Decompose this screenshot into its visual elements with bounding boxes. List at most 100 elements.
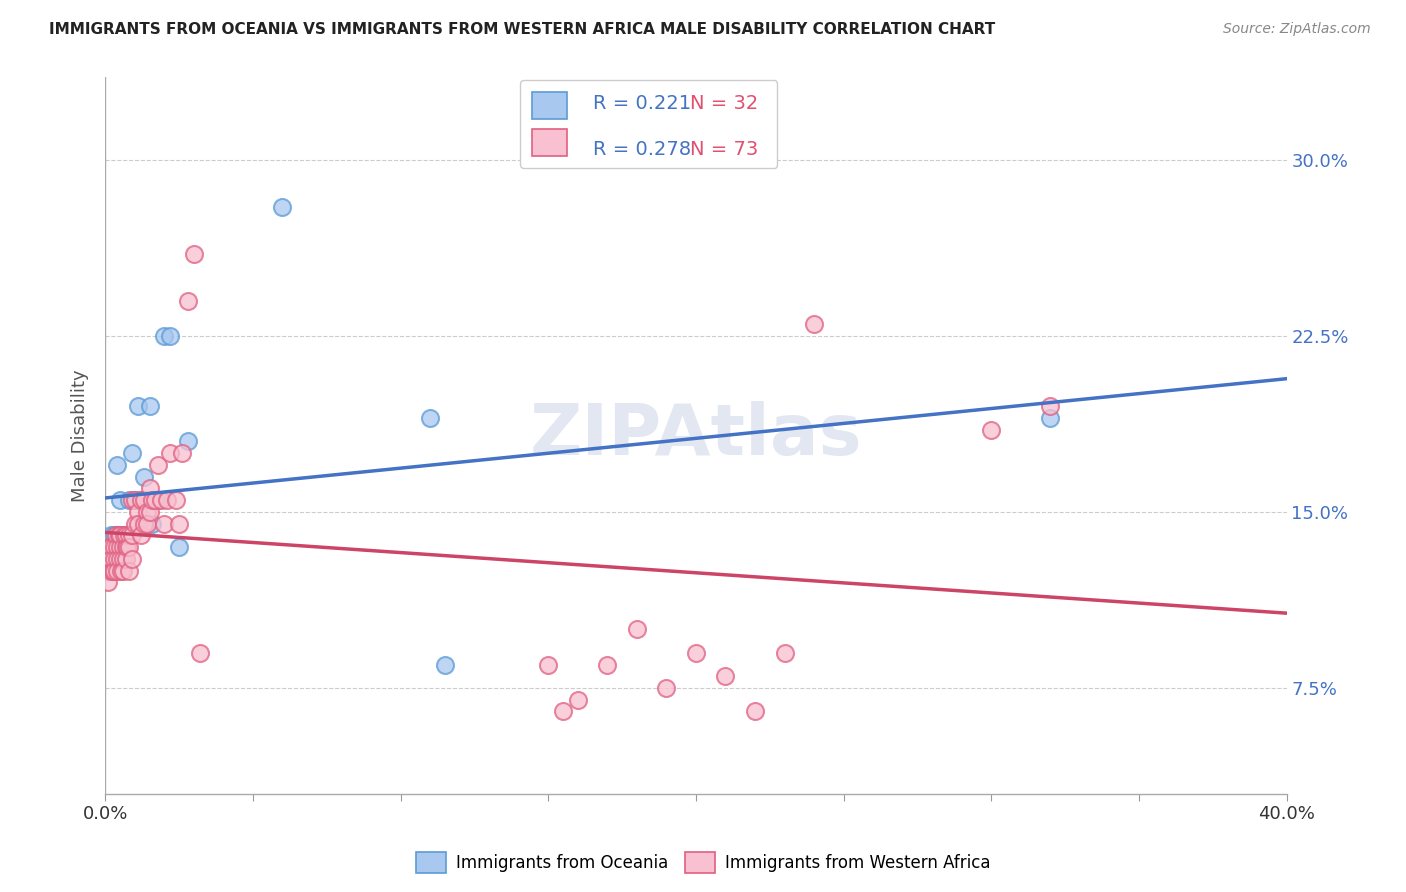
- Point: [108, 528, 131, 542]
- Point: [100, 540, 122, 554]
- Point: [110, 564, 132, 578]
- Point: [177, 293, 200, 308]
- Point: [127, 516, 149, 531]
- Point: [138, 505, 160, 519]
- Point: [980, 423, 1002, 437]
- Point: [100, 552, 122, 566]
- Point: [744, 705, 766, 719]
- Point: [115, 552, 138, 566]
- Point: [98, 552, 121, 566]
- Text: Source: ZipAtlas.com: Source: ZipAtlas.com: [1223, 22, 1371, 37]
- Point: [96, 564, 118, 578]
- Point: [108, 540, 131, 554]
- Point: [141, 516, 163, 531]
- Point: [100, 540, 122, 554]
- Point: [105, 528, 128, 542]
- Point: [148, 493, 170, 508]
- Point: [115, 528, 138, 542]
- Point: [97, 552, 120, 566]
- Point: [115, 540, 138, 554]
- Point: [108, 528, 131, 542]
- Point: [101, 564, 124, 578]
- Point: [100, 528, 122, 542]
- Point: [121, 552, 143, 566]
- Point: [97, 575, 120, 590]
- Point: [103, 552, 125, 566]
- Point: [138, 399, 160, 413]
- Point: [115, 528, 138, 542]
- Legend:                               ,                               : ,: [520, 80, 778, 168]
- Point: [159, 446, 181, 460]
- Point: [132, 516, 155, 531]
- Point: [129, 528, 152, 542]
- Point: [551, 705, 574, 719]
- Point: [103, 528, 125, 542]
- Point: [124, 493, 146, 508]
- Point: [156, 493, 179, 508]
- Point: [105, 458, 128, 472]
- Point: [271, 200, 294, 214]
- Point: [433, 657, 456, 672]
- Point: [121, 493, 143, 508]
- Point: [685, 646, 707, 660]
- Point: [111, 552, 134, 566]
- Point: [105, 540, 128, 554]
- Point: [188, 646, 211, 660]
- Point: [1039, 411, 1062, 425]
- Point: [537, 657, 560, 672]
- Point: [141, 493, 163, 508]
- Point: [117, 540, 139, 554]
- Point: [111, 540, 134, 554]
- Point: [98, 552, 121, 566]
- Point: [124, 516, 146, 531]
- Point: [105, 540, 128, 554]
- Point: [626, 622, 648, 636]
- Point: [112, 528, 135, 542]
- Point: [135, 516, 157, 531]
- Text: R = 0.278: R = 0.278: [593, 140, 690, 159]
- Point: [145, 493, 167, 508]
- Point: [103, 540, 125, 554]
- Point: [127, 399, 149, 413]
- Point: [118, 493, 141, 508]
- Point: [714, 669, 737, 683]
- Point: [107, 528, 129, 542]
- Point: [803, 317, 825, 331]
- Point: [419, 411, 441, 425]
- Y-axis label: Male Disability: Male Disability: [72, 369, 89, 502]
- Point: [129, 493, 152, 508]
- Point: [177, 434, 200, 449]
- Point: [124, 493, 146, 508]
- Point: [108, 552, 131, 566]
- Point: [138, 482, 160, 496]
- Point: [100, 564, 122, 578]
- Point: [118, 540, 141, 554]
- Point: [1039, 399, 1062, 413]
- Text: N = 32: N = 32: [690, 94, 759, 113]
- Point: [118, 528, 141, 542]
- Point: [118, 564, 141, 578]
- Point: [108, 552, 131, 566]
- Point: [596, 657, 619, 672]
- Point: [111, 528, 134, 542]
- Text: ZIPAtlas: ZIPAtlas: [530, 401, 862, 470]
- Text: R = 0.221: R = 0.221: [593, 94, 690, 113]
- Point: [104, 528, 127, 542]
- Point: [159, 328, 181, 343]
- Point: [108, 493, 131, 508]
- Point: [97, 540, 120, 554]
- Point: [97, 540, 120, 554]
- Point: [127, 505, 149, 519]
- Point: [170, 446, 193, 460]
- Point: [148, 458, 170, 472]
- Point: [103, 564, 125, 578]
- Point: [129, 493, 152, 508]
- Point: [135, 505, 157, 519]
- Point: [121, 528, 143, 542]
- Point: [655, 681, 678, 695]
- Point: [121, 446, 143, 460]
- Point: [111, 564, 134, 578]
- Legend: Immigrants from Oceania, Immigrants from Western Africa: Immigrants from Oceania, Immigrants from…: [409, 846, 997, 880]
- Point: [773, 646, 796, 660]
- Text: IMMIGRANTS FROM OCEANIA VS IMMIGRANTS FROM WESTERN AFRICA MALE DISABILITY CORREL: IMMIGRANTS FROM OCEANIA VS IMMIGRANTS FR…: [49, 22, 995, 37]
